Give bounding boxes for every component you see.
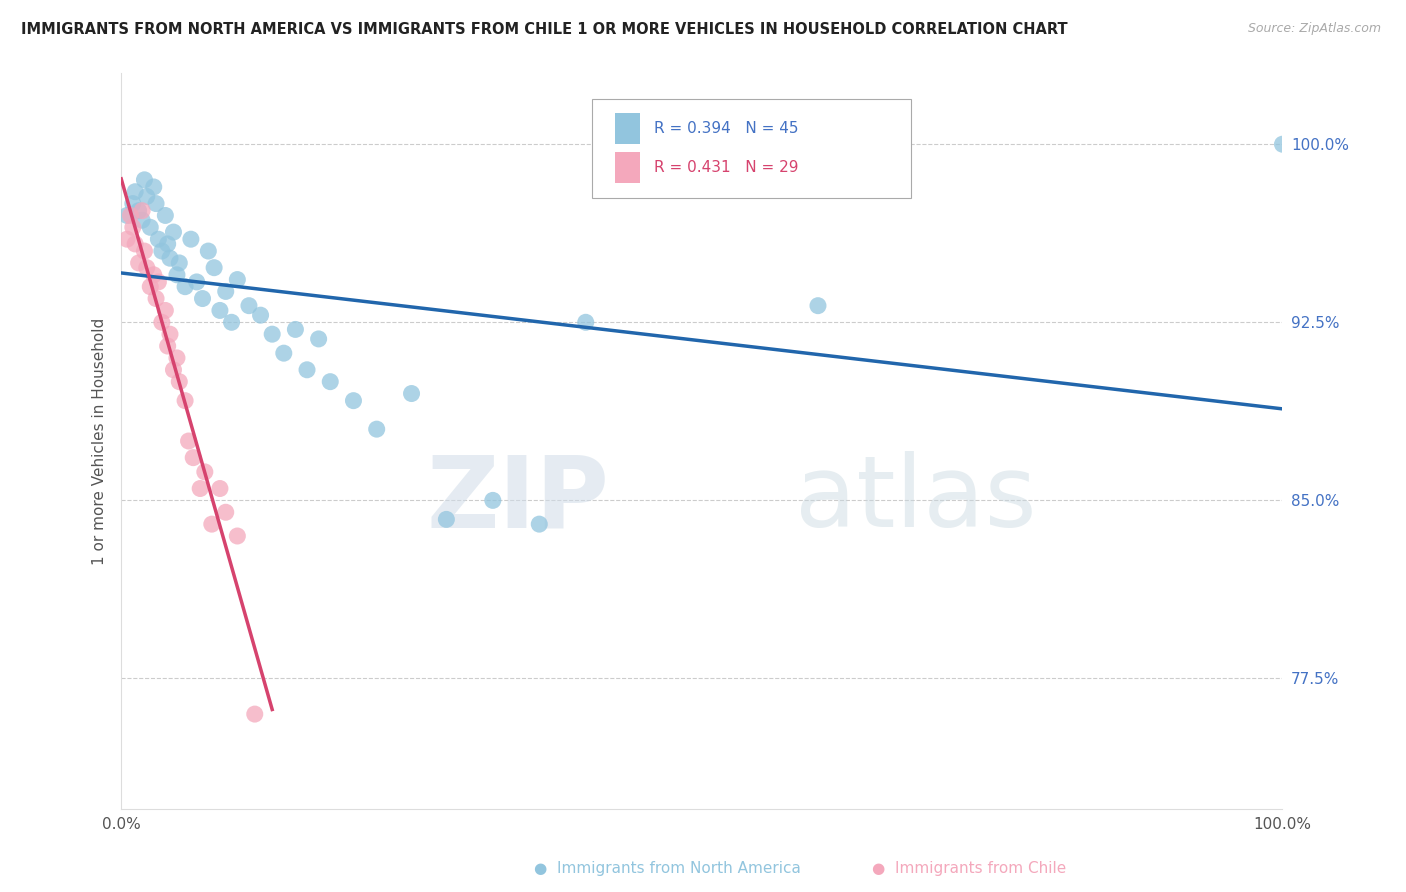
Point xyxy=(142,268,165,282)
Point xyxy=(238,299,260,313)
Text: atlas: atlas xyxy=(794,451,1036,549)
Point xyxy=(191,292,214,306)
Point xyxy=(221,315,243,329)
Y-axis label: 1 or more Vehicles in Household: 1 or more Vehicles in Household xyxy=(93,318,107,565)
Point xyxy=(243,707,266,722)
Point xyxy=(174,279,197,293)
Point xyxy=(194,465,217,479)
Point xyxy=(134,244,156,258)
Point xyxy=(188,482,211,496)
Point xyxy=(145,196,167,211)
Point xyxy=(284,322,307,336)
Point xyxy=(166,351,188,365)
Point xyxy=(208,482,231,496)
Point xyxy=(169,375,191,389)
Point xyxy=(150,244,173,258)
Point xyxy=(226,272,249,286)
Point xyxy=(201,517,224,532)
Point xyxy=(155,303,177,318)
Point xyxy=(215,285,238,299)
Point xyxy=(162,225,184,239)
Point xyxy=(181,450,204,465)
Point xyxy=(308,332,330,346)
Point xyxy=(262,327,284,342)
Point xyxy=(295,363,318,377)
Point xyxy=(575,315,598,329)
Point xyxy=(135,260,157,275)
Point xyxy=(115,232,138,246)
Point xyxy=(319,375,342,389)
Point xyxy=(177,434,200,448)
Text: R = 0.394   N = 45: R = 0.394 N = 45 xyxy=(654,121,799,136)
Text: ●  Immigrants from Chile: ● Immigrants from Chile xyxy=(872,861,1066,876)
Point xyxy=(131,213,153,227)
Point xyxy=(134,173,156,187)
Point xyxy=(202,260,225,275)
Point xyxy=(120,209,142,223)
Point xyxy=(807,299,830,313)
Point xyxy=(159,251,181,265)
Point xyxy=(159,327,181,342)
Point xyxy=(150,315,173,329)
Point xyxy=(124,185,146,199)
Point xyxy=(180,232,202,246)
Point xyxy=(249,308,271,322)
Text: IMMIGRANTS FROM NORTH AMERICA VS IMMIGRANTS FROM CHILE 1 OR MORE VEHICLES IN HOU: IMMIGRANTS FROM NORTH AMERICA VS IMMIGRA… xyxy=(21,22,1067,37)
Bar xyxy=(614,113,640,145)
Point xyxy=(226,529,249,543)
Point xyxy=(162,363,184,377)
Point xyxy=(124,236,146,251)
Point xyxy=(208,303,231,318)
Point xyxy=(135,189,157,203)
Point xyxy=(482,493,505,508)
Point xyxy=(128,203,150,218)
Point xyxy=(174,393,197,408)
Point xyxy=(401,386,423,401)
Point xyxy=(155,209,177,223)
Point xyxy=(148,275,170,289)
Point xyxy=(121,220,143,235)
Point xyxy=(186,275,208,289)
Point xyxy=(139,220,162,235)
Point xyxy=(366,422,388,436)
Point xyxy=(128,256,150,270)
Point xyxy=(166,268,188,282)
Text: R = 0.431   N = 29: R = 0.431 N = 29 xyxy=(654,161,799,176)
Text: ●  Immigrants from North America: ● Immigrants from North America xyxy=(534,861,801,876)
Point xyxy=(169,256,191,270)
Point xyxy=(197,244,219,258)
Point xyxy=(142,180,165,194)
Point xyxy=(215,505,238,519)
Bar xyxy=(614,153,640,184)
Point xyxy=(156,236,179,251)
FancyBboxPatch shape xyxy=(592,99,911,198)
Point xyxy=(529,517,551,532)
Point xyxy=(342,393,364,408)
Point xyxy=(273,346,295,360)
Point xyxy=(148,232,170,246)
Point xyxy=(115,209,138,223)
Text: Source: ZipAtlas.com: Source: ZipAtlas.com xyxy=(1247,22,1381,36)
Point xyxy=(121,196,143,211)
Point xyxy=(145,292,167,306)
Point xyxy=(156,339,179,353)
Point xyxy=(139,279,162,293)
Point xyxy=(434,512,457,526)
Point xyxy=(1271,137,1294,152)
Text: ZIP: ZIP xyxy=(426,451,609,549)
Point xyxy=(131,203,153,218)
